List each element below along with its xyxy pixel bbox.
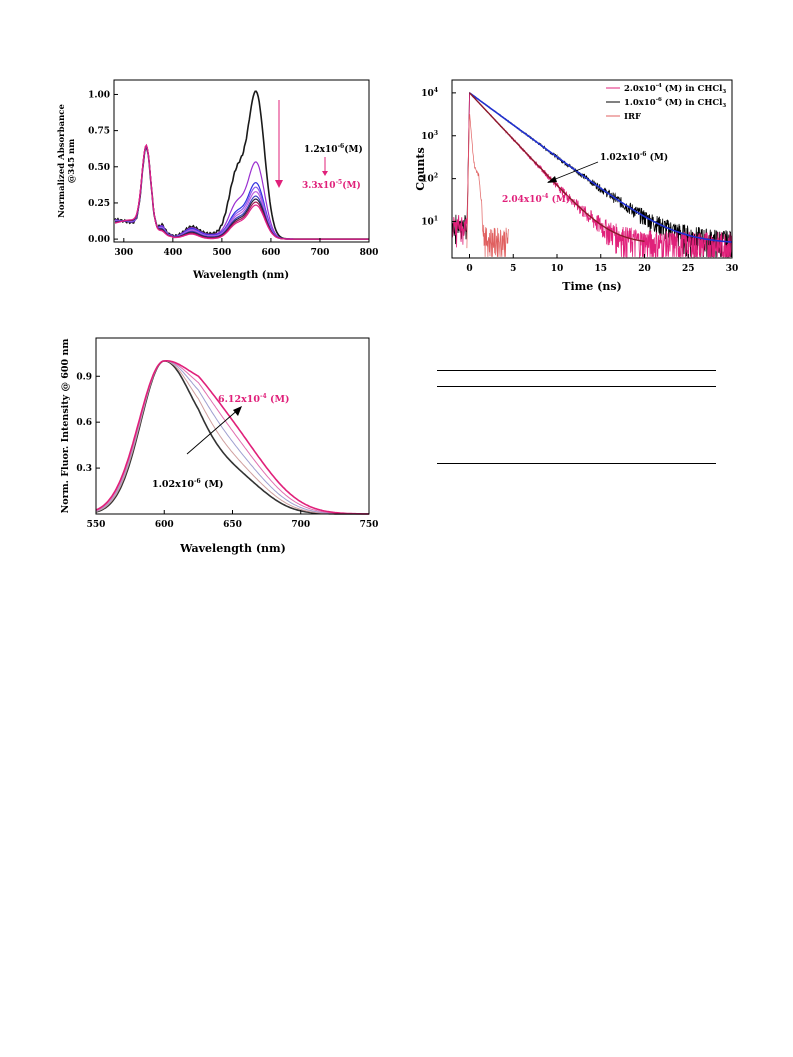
absorbance-x-tick-label: 600 — [262, 248, 281, 258]
fluorescence-y-tick-label: 0.9 — [76, 372, 92, 382]
fluorescence-chart: 550 600 650 700 750 0.3 0.6 0.9 Wavelength (nm… — [55, 330, 380, 560]
decay-fit-low-conc — [469, 92, 733, 243]
absorbance-plot-frame — [113, 79, 370, 243]
absorbance-series-line — [115, 144, 369, 240]
decay-chart: 0 5 10 15 20 25 30 101 102 103 104 Time (ns) Coun… — [410, 72, 750, 302]
fluorescence-plot: 550 600 650 700 750 0.3 0.6 0.9 Wavelength (nm… — [60, 337, 379, 555]
absorbance-x-label: Wavelength (nm) — [192, 270, 289, 281]
decay-arrowhead — [547, 176, 557, 183]
fluorescence-x-label: Wavelength (nm) — [179, 542, 286, 555]
absorbance-y-label-line2: @345 nm — [67, 139, 77, 183]
table-header-rule — [437, 386, 716, 387]
decay-x-label: Time (ns) — [562, 280, 621, 293]
decay-x-tick-label: 30 — [726, 264, 739, 274]
decay-x-tick-label: 10 — [551, 264, 564, 274]
decay-fit-high-conc — [469, 92, 645, 242]
decay-series — [451, 91, 733, 259]
decay-y-tick-label: 103 — [421, 130, 438, 142]
decay-x-tick-label: 15 — [594, 264, 607, 274]
absorbance-series-line — [115, 144, 369, 240]
decay-y-tick-label: 101 — [421, 216, 438, 228]
absorbance-series-line — [114, 143, 369, 240]
fluorescence-annotation-low: 1.02x10-6 (M) — [152, 478, 224, 490]
absorbance-annotation-low: 3.3x10-5(M) — [302, 179, 361, 191]
decay-x-tick-label: 25 — [682, 264, 695, 274]
absorbance-chart: 300 400 500 600 700 800 0.00 0.25 0.50 0.75 1.00 … — [55, 72, 380, 287]
absorbance-y-tick-label: 0.25 — [88, 199, 110, 209]
decay-y-tick-label: 104 — [421, 87, 438, 99]
absorbance-x-ticks: 300 400 500 600 700 800 — [114, 238, 378, 258]
decay-legend-label: 1.0x10-6 (M) in CHCl3 — [624, 97, 726, 109]
fluorescence-x-ticks: 550 600 650 700 750 — [87, 510, 379, 530]
fluorescence-x-tick-label: 700 — [291, 520, 310, 530]
fluorescence-y-tick-label: 0.6 — [76, 418, 92, 428]
absorbance-x-tick-label: 300 — [114, 248, 133, 258]
fluorescence-x-tick-label: 750 — [360, 520, 379, 530]
absorbance-annotation-high: 1.2x10-6(M) — [304, 143, 363, 155]
absorbance-y-label-line1: Normalized Absorbance — [57, 104, 67, 218]
absorbance-x-tick-label: 700 — [311, 248, 330, 258]
decay-irf-line — [466, 114, 509, 257]
absorbance-x-tick-label: 500 — [212, 248, 231, 258]
fluorescence-arrowhead — [233, 406, 242, 416]
table-bottom-rule — [437, 463, 716, 464]
decay-plot-frame — [451, 79, 733, 259]
decay-annotation-high: 2.04x10-4 (M) — [502, 193, 570, 205]
decay-x-tick-label: 20 — [638, 264, 651, 274]
decay-annotation-low: 1.02x10-6 (M) — [600, 151, 668, 163]
decay-y-label: Counts — [414, 147, 427, 190]
absorbance-plot: 300 400 500 600 700 800 0.000.250.500.751.00 … — [57, 79, 378, 281]
absorbance-x-tick-label: 400 — [163, 248, 182, 258]
absorbance-series-line — [114, 145, 369, 240]
absorbance-x-tick-label: 800 — [360, 248, 379, 258]
absorbance-series-line — [114, 144, 369, 240]
absorbance-y-tick-label: 0.00 — [88, 235, 110, 245]
fluorescence-series — [95, 359, 369, 515]
absorbance-y-tick-label: 0.50 — [88, 163, 110, 173]
fluorescence-y-ticks: 0.3 0.6 0.9 — [76, 372, 100, 474]
fluorescence-annotation-high: 6.12x10-4 (M) — [218, 393, 290, 405]
absorbance-series-line — [115, 144, 369, 240]
fluorescence-series-line — [95, 360, 369, 515]
absorbance-series-line — [115, 145, 369, 240]
decay-x-ticks: 0 5 10 15 20 25 30 — [466, 254, 738, 274]
table-top-rule — [437, 370, 716, 371]
fluorescence-y-label: Norm. Fluor. Intensity @ 600 nm — [60, 339, 71, 514]
absorbance-y-tick-label: 0.75 — [88, 127, 110, 137]
fluorescence-x-tick-label: 550 — [87, 520, 106, 530]
absorbance-y-tick-label: 1.00 — [88, 90, 110, 100]
absorbance-series — [114, 90, 369, 240]
fluorescence-arrow — [186, 407, 241, 455]
fluorescence-x-tick-label: 650 — [223, 520, 242, 530]
absorbance-arrowhead — [275, 180, 283, 188]
fluorescence-x-tick-label: 600 — [155, 520, 174, 530]
absorbance-series-line — [114, 145, 369, 240]
decay-legend: 2.0x10-4 (M) in CHCl3 1.0x10-6 (M) in CHC… — [606, 83, 726, 122]
decay-x-tick-label: 0 — [466, 264, 472, 274]
decay-x-tick-label: 5 — [510, 264, 516, 274]
fluorescence-series-line — [95, 359, 369, 515]
absorbance-y-ticks: 0.00 0.25 0.50 0.75 1.00 — [88, 90, 118, 245]
decay-arrow — [547, 161, 599, 183]
absorbance-small-arrowhead — [322, 171, 328, 176]
decay-legend-label: 2.0x10-4 (M) in CHCl3 — [624, 83, 726, 95]
decay-legend-label: IRF — [624, 112, 641, 122]
fluorescence-y-tick-label: 0.3 — [76, 464, 92, 474]
